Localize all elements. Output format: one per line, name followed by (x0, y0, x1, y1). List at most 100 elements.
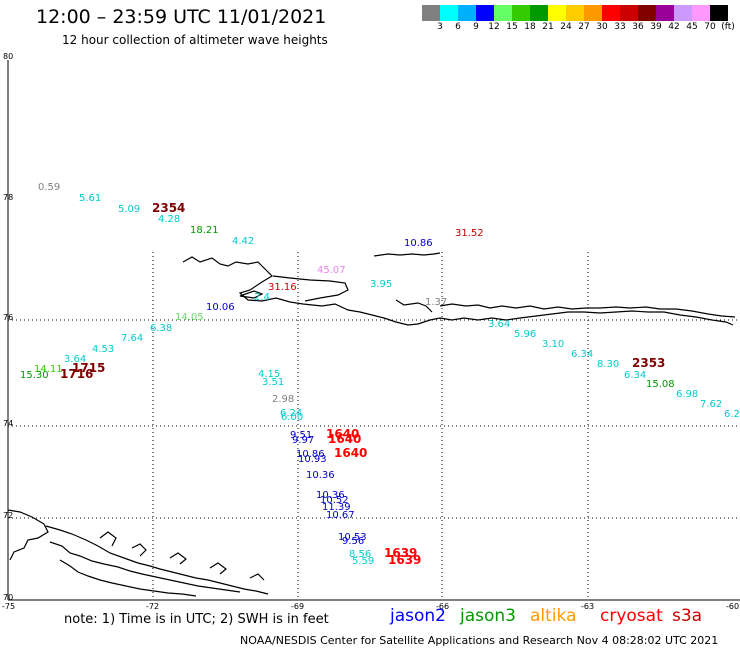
lon-label: -60 (726, 602, 739, 611)
lon-label: -72 (146, 602, 159, 611)
wave-height-label: 18.21 (190, 225, 219, 236)
axis-labels: 80 78 76 74 72 70 -75 -72 -69 -66 -63 -6… (2, 52, 739, 611)
footer-credit: NOAA/NESDIS Center for Satellite Applica… (240, 634, 719, 647)
wave-height-label: 10.52 (320, 495, 349, 506)
lon-label: -66 (436, 602, 449, 611)
wave-height-label: 10.53 (338, 532, 367, 543)
wave-height-label: 4.53 (92, 344, 114, 355)
wave-height-label: 10.06 (206, 302, 235, 313)
wave-height-label: 5.96 (514, 329, 536, 340)
wave-height-label: 9.56 (342, 536, 364, 547)
wave-height-label: 10.67 (326, 510, 355, 521)
lon-label: -69 (291, 602, 304, 611)
wave-height-label: 6.2 (724, 409, 740, 420)
wave-height-label: 10.36 (316, 490, 345, 501)
lat-label: 76 (3, 313, 13, 322)
wave-height-label: 9.97 (292, 435, 314, 446)
wave-height-label: 10.36 (306, 470, 335, 481)
color-scale-label: 15 (506, 22, 518, 32)
color-scale-label: 3 (437, 22, 443, 32)
wave-height-label: 6.34 (624, 370, 646, 381)
wave-height-label: 14.05 (175, 312, 204, 323)
color-scale-label: 36 (632, 22, 644, 32)
wave-height-label: 10.86 (404, 238, 433, 249)
lon-label: -75 (2, 602, 15, 611)
lat-label: 74 (3, 419, 13, 428)
color-swatch (638, 5, 656, 21)
wave-height-label: 6.24 (280, 408, 302, 419)
wave-height-label: 3.95 (370, 279, 392, 290)
color-swatch (458, 5, 476, 21)
color-swatch (656, 5, 674, 21)
wave-height-label: 8.30 (597, 359, 619, 370)
color-swatch (440, 5, 458, 21)
color-scale-label: 30 (596, 22, 608, 32)
color-swatch (692, 5, 710, 21)
graticule (8, 252, 740, 600)
wave-height-label: 4.28 (158, 214, 180, 225)
wave-height-label: 5.09 (118, 204, 140, 215)
lat-label: 70 (3, 593, 13, 602)
color-scale-label: 45 (686, 22, 698, 32)
wave-height-label: 10.93 (298, 454, 327, 465)
wave-height-label: 3.64 (64, 354, 86, 365)
wave-height-label: 10.86 (296, 449, 325, 460)
lon-label: -63 (581, 602, 594, 611)
color-swatch (530, 5, 548, 21)
color-scale-label: 18 (524, 22, 536, 32)
wave-height-label: 1.37 (425, 297, 447, 308)
color-swatch (422, 5, 440, 21)
wave-height-label: 15.30 (20, 370, 49, 381)
legend-s3a: s3a (672, 606, 703, 626)
wave-height-label: 7.62 (700, 399, 722, 410)
color-scale-bar (422, 5, 728, 21)
map-subtitle: 12 hour collection of altimeter wave hei… (62, 33, 328, 47)
wave-height-label: 3.64 (488, 319, 510, 330)
wave-height-label: 1640 (328, 432, 361, 446)
wave-height-label: 1639 (384, 546, 417, 560)
wave-height-label: 5.59 (352, 556, 374, 567)
color-swatch (710, 5, 728, 21)
color-scale-label: 42 (668, 22, 680, 32)
color-swatch (494, 5, 512, 21)
color-swatch (476, 5, 494, 21)
wave-height-label: 1640 (326, 427, 359, 441)
wave-height-label: 4.15 (258, 369, 280, 380)
color-swatch (548, 5, 566, 21)
wave-height-label: 31.52 (455, 228, 484, 239)
wave-height-label: 14.11 (34, 364, 63, 375)
color-scale-label: 33 (614, 22, 626, 32)
lat-label: 78 (3, 193, 13, 202)
wave-height-label: 3.51 (262, 377, 284, 388)
legend-jason2: jason2 (390, 606, 446, 626)
wave-height-label: 1715 (72, 361, 105, 375)
units-note: note: 1) Time is in UTC; 2) SWH is in fe… (64, 612, 329, 627)
wave-height-label: 4.42 (232, 236, 254, 247)
wave-height-label: 6.34 (571, 349, 593, 360)
color-scale-label: 9 (473, 22, 479, 32)
color-swatch (620, 5, 638, 21)
wave-height-label: 1640 (334, 446, 367, 460)
wave-height-label: 1639 (388, 553, 421, 567)
legend-jason3: jason3 (460, 606, 516, 626)
map-title: 12:00 – 23:59 UTC 11/01/2021 (36, 6, 327, 28)
lat-label: 72 (3, 511, 13, 520)
wave-height-label: 5.61 (79, 193, 101, 204)
wave-height-label: 31.16 (268, 282, 297, 293)
color-scale-label: 70 (704, 22, 716, 32)
color-scale-label: 27 (578, 22, 590, 32)
wave-height-label: 6.00 (281, 412, 303, 423)
wave-height-label: 45.07 (317, 265, 346, 276)
color-scale-label: 24 (560, 22, 572, 32)
color-swatch (602, 5, 620, 21)
color-swatch (566, 5, 584, 21)
color-scale-label: 12 (488, 22, 500, 32)
wave-height-label: 3.10 (542, 339, 564, 350)
wave-height-label: 11.39 (322, 502, 351, 513)
wave-height-label: 2.98 (272, 394, 294, 405)
wave-height-label: 2.4 (254, 292, 270, 303)
color-swatch (584, 5, 602, 21)
wave-height-label: 7.64 (121, 333, 143, 344)
